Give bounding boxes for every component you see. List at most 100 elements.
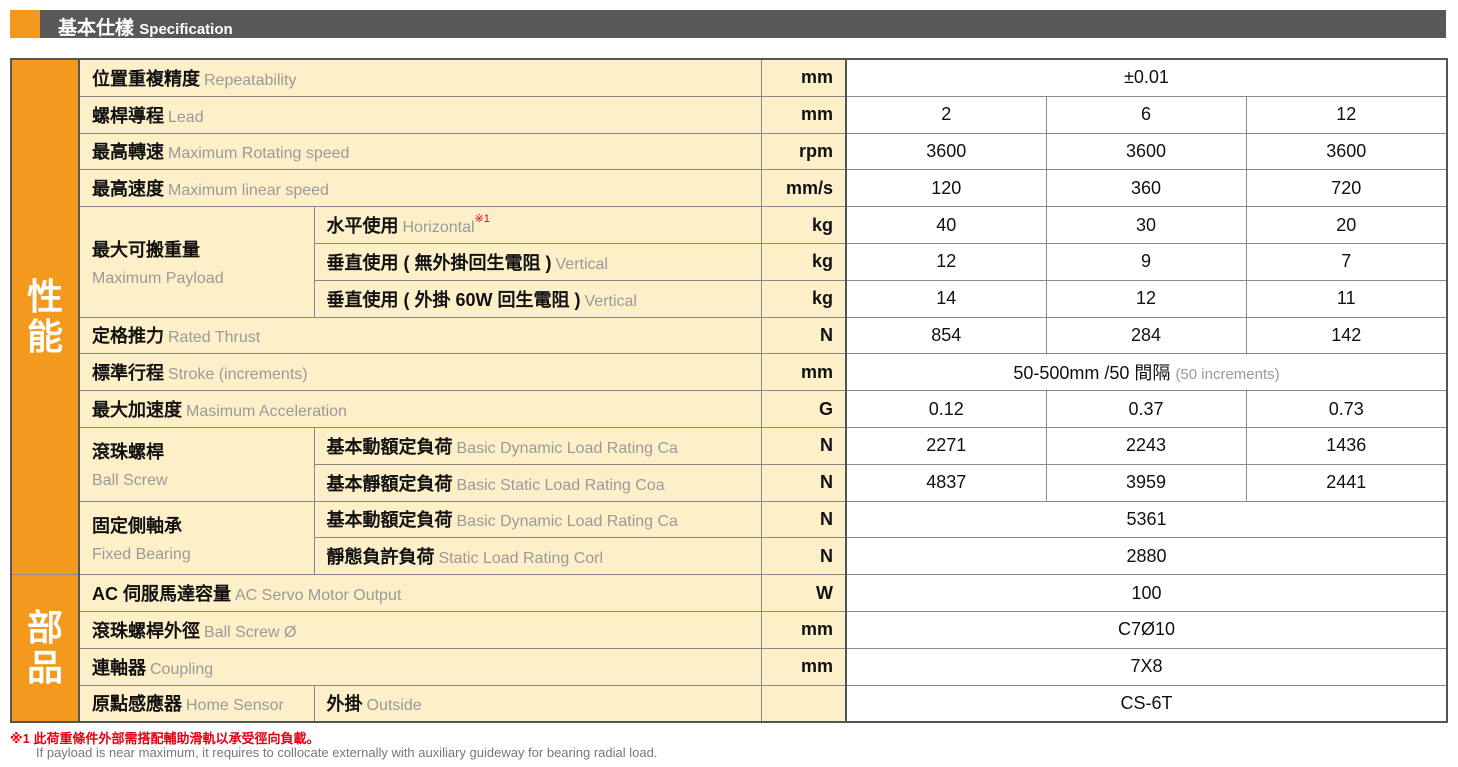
unit-cell: N — [760, 426, 847, 465]
label-en: Maximum linear speed — [168, 182, 329, 200]
footnote-en: If payload is near maximum, it requires … — [36, 745, 658, 760]
table-row: 標準行程 Stroke (increments) mm 50-500mm /50 間隔… — [11, 353, 1448, 392]
unit-cell: N — [760, 500, 847, 539]
sublabel-en: Outside — [366, 697, 422, 715]
row-label: 垂直使用 ( 外掛 60W 回生電阻 ) Vertical — [313, 279, 762, 318]
row-sublabel: 外掛 Outside — [313, 684, 762, 723]
group-label: 滾珠螺桿 Ball Screw — [78, 426, 315, 502]
table-row: 固定側軸承 Fixed Bearing 基本動額定負荷 Basic Dynamic L… — [11, 500, 1448, 576]
table-row: 定格推力 Rated Thrust N 854 284 142 — [11, 316, 1448, 355]
table-row: 螺桿導程 Lead mm 2 6 12 — [11, 95, 1448, 134]
value-cell-merged: 5361 — [845, 500, 1448, 539]
value: 50-500mm /50 間隔 — [1013, 363, 1171, 384]
table-row: 基本靜額定負荷 Basic Static Load Rating Coa N 4837… — [11, 463, 1448, 502]
row-label: 原點感應器 Home Sensor — [78, 684, 315, 723]
value-cell: 360 — [1045, 169, 1247, 208]
row-label: 基本動額定負荷 Basic Dynamic Load Rating Ca — [313, 500, 762, 539]
value-cell: 120 — [845, 169, 1047, 208]
group-cn: 滾珠螺桿 — [92, 442, 164, 463]
value-cell-merged: 7X8 — [845, 647, 1448, 686]
value-note: (50 increments) — [1175, 366, 1280, 384]
value-cell-merged: ±0.01 — [845, 58, 1448, 97]
value-cell: 2 — [845, 95, 1047, 134]
value: 2880 — [1126, 545, 1167, 566]
label-en: Vertical — [555, 255, 608, 273]
table-row: 最大可搬重量 Maximum Payload 水平使用 Horizontal※1 kg 4… — [11, 206, 1448, 318]
unit-cell: N — [760, 316, 847, 355]
table-row: 最高轉速 Maximum Rotating speed rpm 3600 3600 360… — [11, 132, 1448, 171]
table-row: 最高速度 Maximum linear speed mm/s 120 360 720 — [11, 169, 1448, 208]
unit-cell: N — [760, 463, 847, 502]
label-cn: 基本動額定負荷 — [326, 436, 453, 457]
label-en: Stroke (increments) — [168, 366, 308, 384]
value-cell: 0.12 — [845, 390, 1047, 428]
value-cell: 6 — [1045, 95, 1247, 134]
group-label: 固定側軸承 Fixed Bearing — [78, 500, 315, 576]
label-cn: 標準行程 — [92, 363, 164, 384]
row-label: 滾珠螺桿外徑 Ball Screw Ø — [78, 610, 762, 649]
label-en: Home Sensor — [186, 697, 284, 715]
label-en: Repeatability — [204, 71, 297, 89]
value-cell: 7 — [1245, 242, 1448, 281]
label-cn: 基本靜額定負荷 — [326, 473, 453, 494]
unit-cell: mm — [760, 353, 847, 392]
value-cell-merged: 2880 — [845, 537, 1448, 576]
row-label: AC 伺服馬達容量 AC Servo Motor Output — [78, 574, 762, 612]
value-cell: 11 — [1245, 279, 1448, 318]
label-en: Basic Dynamic Load Rating Ca — [456, 439, 678, 457]
value-cell: 14 — [845, 279, 1047, 318]
group-en: Ball Screw — [92, 472, 168, 490]
label-en: Basic Static Load Rating Coa — [456, 476, 665, 494]
value-cell-merged: 100 — [845, 574, 1448, 612]
value: 100 — [1131, 582, 1162, 603]
value: CS-6T — [1120, 692, 1173, 713]
unit-cell: mm — [760, 647, 847, 686]
row-label: 靜態負許負荷 Static Load Rating Corl — [313, 537, 762, 576]
label-cn: 垂直使用 ( 外掛 60W 回生電阻 ) — [326, 289, 581, 310]
table-row: 連軸器 Coupling mm 7X8 — [11, 647, 1448, 686]
unit-cell: kg — [760, 206, 847, 244]
section-label: 部品 — [27, 607, 64, 689]
value-cell: 720 — [1245, 169, 1448, 208]
unit-cell: mm — [760, 58, 847, 97]
value-cell: 284 — [1045, 316, 1247, 355]
label-en: Static Load Rating Corl — [438, 550, 604, 568]
group-label: 最大可搬重量 Maximum Payload — [78, 206, 315, 318]
value-cell: 2441 — [1245, 463, 1448, 502]
label-en: Basic Dynamic Load Rating Ca — [456, 513, 678, 531]
label-en: Masimum Acceleration — [186, 403, 347, 421]
label-cn: 最大加速度 — [92, 400, 182, 421]
value-cell: 3600 — [1245, 132, 1448, 171]
table-row: 垂直使用 ( 無外掛回生電阻 ) Vertical kg 12 9 7 — [11, 242, 1448, 281]
label-cn: 原點感應器 — [92, 694, 182, 715]
footnote-cn: ※1 此荷重條件外部需搭配輔助滑軌以承受徑向負載。 — [10, 731, 320, 746]
label-cn: 位置重複精度 — [92, 68, 200, 89]
group-cn: 固定側軸承 — [92, 515, 182, 536]
label-cn: 靜態負許負荷 — [326, 547, 435, 568]
unit-cell: kg — [760, 279, 847, 318]
label-cn: 定格推力 — [92, 326, 164, 347]
label-en: Coupling — [150, 660, 214, 678]
label-en: Ball Screw Ø — [204, 623, 297, 641]
table-row: 性能 位置重複精度 Repeatability mm ±0.01 — [10, 58, 1448, 576]
section-header: 基本仕樣 Specification — [10, 10, 1446, 39]
value-cell: 3600 — [845, 132, 1047, 171]
row-label: 螺桿導程 Lead — [78, 95, 762, 134]
table-row: 原點感應器 Home Sensor 外掛 Outside CS-6T — [11, 684, 1448, 723]
value-cell-merged: 50-500mm /50 間隔 (50 increments) — [845, 353, 1448, 392]
label-en: Maximum Rotating speed — [168, 145, 350, 163]
label-cn: 最高轉速 — [92, 142, 164, 163]
unit-cell: N — [760, 537, 847, 576]
value-cell: 3600 — [1045, 132, 1247, 171]
label-cn: AC 伺服馬達容量 — [92, 584, 231, 605]
unit-cell: G — [760, 390, 847, 428]
row-label: 水平使用 Horizontal※1 — [313, 206, 762, 244]
section-parts: 部品 — [10, 574, 80, 723]
value-cell-merged: C7Ø10 — [845, 610, 1448, 649]
row-label: 位置重複精度 Repeatability — [78, 58, 762, 97]
value-cell: 40 — [845, 206, 1047, 244]
table-row: 滾珠螺桿 Ball Screw 基本動額定負荷 Basic Dynamic Load … — [11, 426, 1448, 502]
group-en: Fixed Bearing — [92, 545, 191, 563]
value-cell-merged: CS-6T — [845, 684, 1448, 723]
